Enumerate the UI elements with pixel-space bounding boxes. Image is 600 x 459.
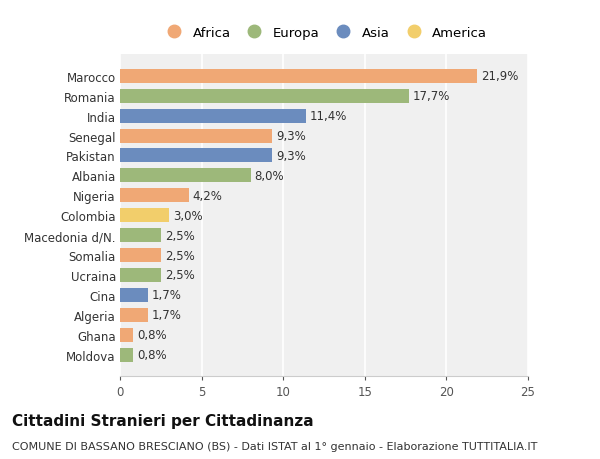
Bar — [120, 149, 272, 163]
Bar — [120, 189, 188, 203]
Bar — [120, 109, 306, 123]
Bar — [120, 248, 161, 263]
Text: 21,9%: 21,9% — [481, 70, 519, 83]
Text: 8,0%: 8,0% — [254, 169, 284, 183]
Text: Cittadini Stranieri per Cittadinanza: Cittadini Stranieri per Cittadinanza — [12, 413, 314, 428]
Text: COMUNE DI BASSANO BRESCIANO (BS) - Dati ISTAT al 1° gennaio - Elaborazione TUTTI: COMUNE DI BASSANO BRESCIANO (BS) - Dati … — [12, 441, 538, 451]
Bar — [120, 269, 161, 282]
Bar — [120, 348, 133, 362]
Bar — [120, 90, 409, 103]
Text: 0,8%: 0,8% — [137, 348, 167, 361]
Text: 3,0%: 3,0% — [173, 209, 203, 222]
Text: 1,7%: 1,7% — [152, 289, 182, 302]
Text: 2,5%: 2,5% — [165, 229, 194, 242]
Text: 2,5%: 2,5% — [165, 249, 194, 262]
Bar — [120, 288, 148, 302]
Text: 17,7%: 17,7% — [413, 90, 451, 103]
Bar — [120, 129, 272, 143]
Text: 0,8%: 0,8% — [137, 329, 167, 341]
Text: 11,4%: 11,4% — [310, 110, 347, 123]
Text: 9,3%: 9,3% — [276, 130, 305, 143]
Bar — [120, 70, 478, 84]
Bar — [120, 328, 133, 342]
Bar — [120, 308, 148, 322]
Text: 4,2%: 4,2% — [193, 190, 223, 202]
Text: 2,5%: 2,5% — [165, 269, 194, 282]
Text: 1,7%: 1,7% — [152, 308, 182, 322]
Bar — [120, 229, 161, 242]
Bar — [120, 209, 169, 223]
Text: 9,3%: 9,3% — [276, 150, 305, 162]
Bar — [120, 169, 251, 183]
Legend: Africa, Europa, Asia, America: Africa, Europa, Asia, America — [157, 23, 491, 44]
